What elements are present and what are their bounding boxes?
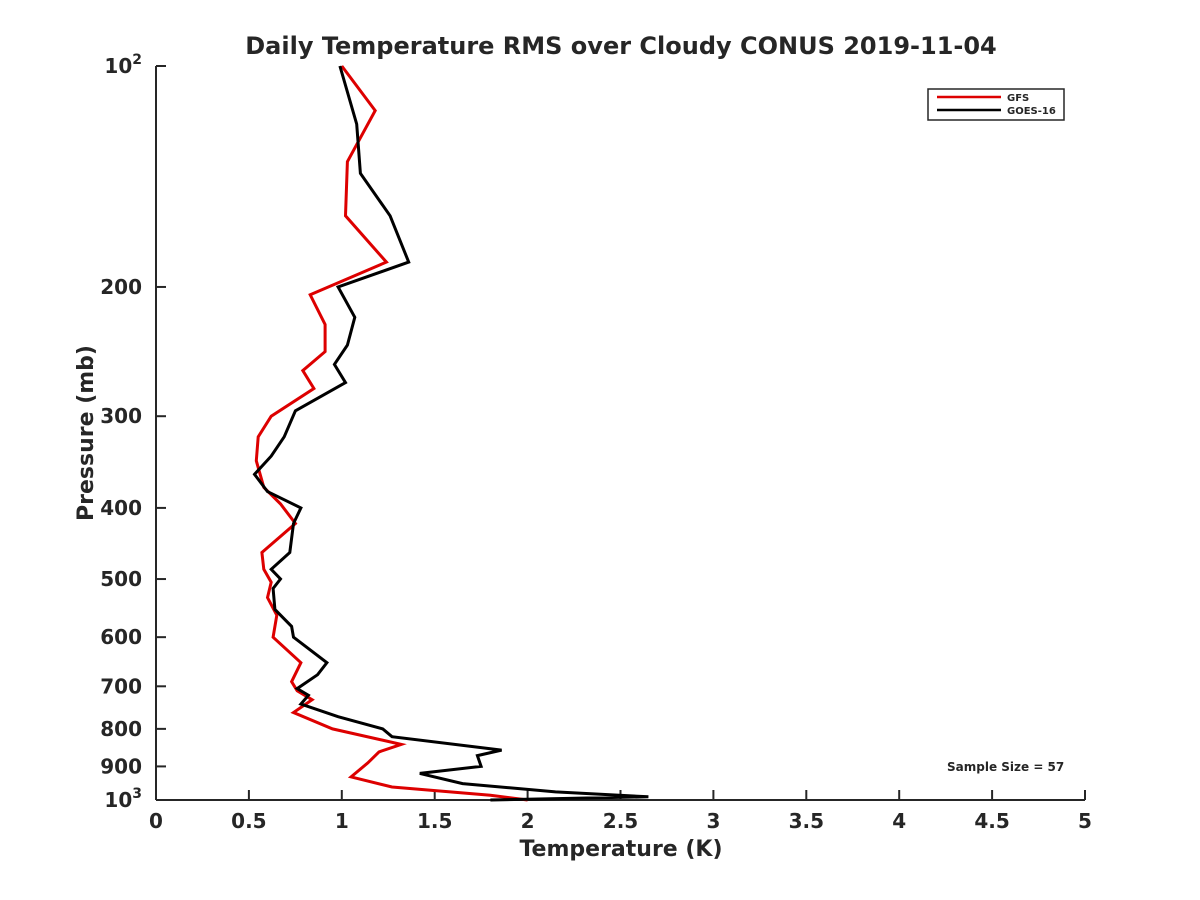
- y-tick-label: 400: [100, 496, 142, 520]
- x-tick-label: 4: [892, 809, 906, 833]
- y-tick-base: 10: [104, 788, 132, 812]
- y-tick-exponent: 2: [132, 52, 142, 68]
- y-tick-exponent: 3: [132, 786, 142, 802]
- x-tick-label: 3: [706, 809, 720, 833]
- x-axis-label: Temperature (K): [519, 837, 722, 862]
- x-tick-label: 2: [521, 809, 535, 833]
- x-tick-label: 0.5: [231, 809, 266, 833]
- x-tick-label: 5: [1078, 809, 1092, 833]
- sample-size-annotation: Sample Size = 57: [947, 760, 1064, 774]
- legend-label-goes16: GOES-16: [1007, 106, 1056, 117]
- y-tick-label: 800: [100, 717, 142, 741]
- y-tick-label: 200: [100, 275, 142, 299]
- x-tick-label: 1.5: [417, 809, 452, 833]
- series-line-gfs: [254, 65, 528, 802]
- x-tick-label: 1: [335, 809, 349, 833]
- legend-label-gfs: GFS: [1007, 93, 1029, 104]
- x-tick-label: 2.5: [603, 809, 638, 833]
- legend: GFS GOES-16: [927, 88, 1065, 121]
- y-tick-label: 102: [104, 52, 142, 78]
- x-tick-label: 4.5: [974, 809, 1009, 833]
- series-layer: [252, 65, 649, 802]
- y-tick-base: 10: [104, 54, 132, 78]
- y-tick-label: 700: [100, 674, 142, 698]
- y-tick-label: 300: [100, 404, 142, 428]
- x-tick-label: 3.5: [789, 809, 824, 833]
- y-tick-label: 600: [100, 625, 142, 649]
- y-tick-label: 103: [104, 786, 142, 812]
- y-tick-label: 500: [100, 567, 142, 591]
- x-ticks: 0 0.5 1 1.5 2 2.5 3 3.5 4 4.5 5: [149, 790, 1092, 833]
- chart-title: Daily Temperature RMS over Cloudy CONUS …: [245, 32, 997, 60]
- y-tick-label: 900: [100, 754, 142, 778]
- series-line-goes16: [252, 65, 649, 802]
- x-tick-label: 0: [149, 809, 163, 833]
- legend-box: [927, 88, 1065, 121]
- y-axis-label: Pressure (mb): [74, 345, 99, 521]
